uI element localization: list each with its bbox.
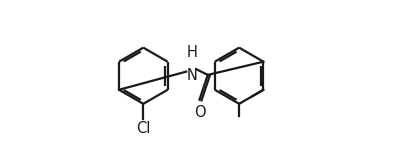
Text: O: O <box>194 105 205 120</box>
Text: N: N <box>187 68 197 83</box>
Text: Cl: Cl <box>136 121 151 136</box>
Text: H: H <box>187 45 197 60</box>
